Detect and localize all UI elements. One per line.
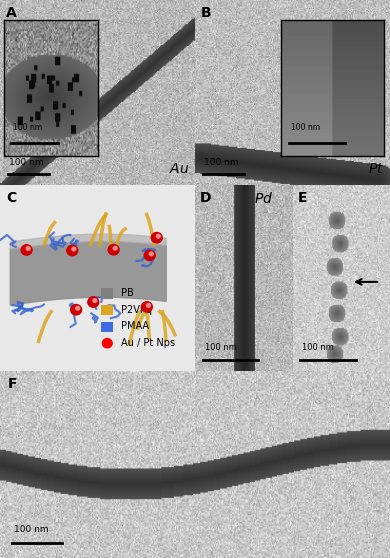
Text: F: F [8, 377, 17, 391]
Circle shape [102, 339, 112, 348]
Circle shape [151, 233, 162, 243]
Text: 100 nm: 100 nm [14, 525, 48, 533]
Circle shape [156, 234, 160, 238]
Circle shape [67, 246, 78, 256]
FancyBboxPatch shape [101, 322, 113, 332]
Text: $\it{Au}$: $\it{Au}$ [169, 162, 189, 176]
Text: A: A [6, 6, 17, 20]
Text: Au / Pt Nps: Au / Pt Nps [121, 338, 175, 348]
Text: C: C [6, 191, 16, 205]
Text: PMAA: PMAA [121, 321, 149, 331]
Text: 100 nm: 100 nm [205, 344, 237, 353]
Text: P2VPq: P2VPq [121, 305, 152, 315]
Circle shape [93, 299, 97, 302]
Text: 100 nm: 100 nm [13, 123, 43, 132]
Circle shape [72, 247, 76, 251]
Text: D: D [200, 191, 211, 205]
Circle shape [26, 247, 30, 251]
Text: $\it{Pt}$: $\it{Pt}$ [368, 162, 384, 176]
Text: 100 nm: 100 nm [204, 158, 238, 167]
Circle shape [76, 306, 80, 310]
FancyBboxPatch shape [101, 288, 113, 299]
Text: 100 nm: 100 nm [9, 158, 43, 167]
Circle shape [144, 250, 155, 261]
Circle shape [147, 304, 151, 307]
Text: 100 nm: 100 nm [302, 344, 334, 353]
Text: $\it{Pd}$: $\it{Pd}$ [254, 191, 273, 206]
Text: PB: PB [121, 288, 134, 298]
Circle shape [21, 245, 32, 255]
FancyBboxPatch shape [101, 305, 113, 315]
Circle shape [113, 247, 117, 250]
Circle shape [71, 305, 82, 315]
Text: B: B [201, 6, 211, 20]
Circle shape [142, 302, 152, 312]
Circle shape [108, 244, 119, 255]
Circle shape [88, 297, 99, 307]
Circle shape [149, 252, 153, 256]
Text: 100 nm: 100 nm [291, 123, 320, 132]
Text: E: E [297, 191, 307, 205]
